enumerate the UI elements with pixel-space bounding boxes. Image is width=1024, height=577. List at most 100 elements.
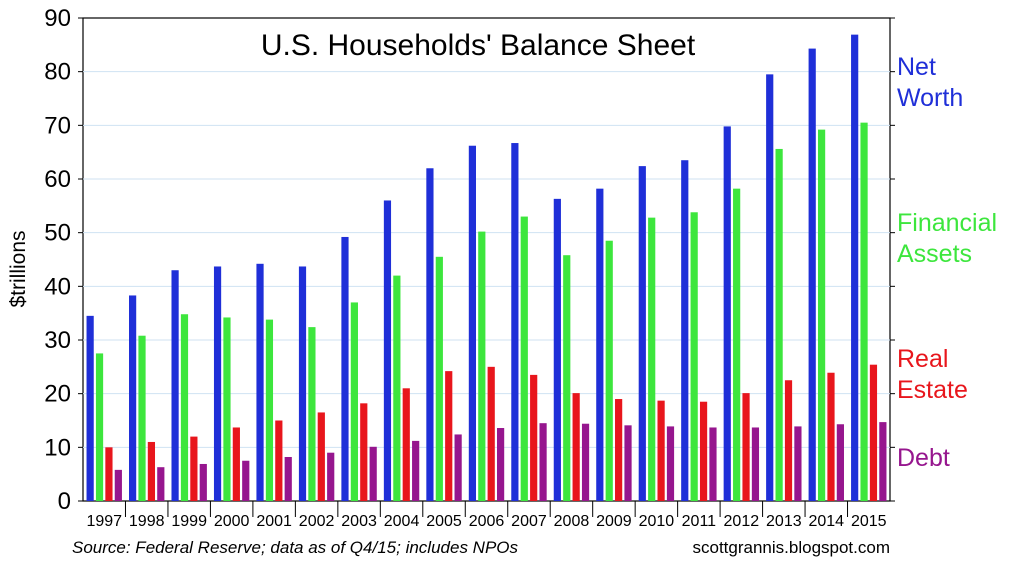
bar-real-estate xyxy=(402,388,410,501)
bar-financial-assets xyxy=(860,122,868,502)
bar-financial-assets xyxy=(95,353,104,501)
x-tick-label: 2011 xyxy=(682,513,717,530)
x-tick-label: 2002 xyxy=(299,513,335,530)
bar-real-estate xyxy=(275,420,283,501)
bar-financial-assets xyxy=(138,335,146,501)
y-tick-label: 50 xyxy=(44,220,71,247)
bar-net-worth xyxy=(511,143,519,501)
bar-debt xyxy=(581,423,590,501)
x-tick-label: 2006 xyxy=(469,513,505,530)
bar-financial-assets xyxy=(393,275,401,501)
bar-net-worth xyxy=(638,166,646,501)
bar-net-worth xyxy=(851,34,859,502)
bars xyxy=(86,34,887,502)
bar-net-worth xyxy=(596,188,604,501)
y-tick-label: 40 xyxy=(44,273,71,300)
legend-net-worth: Net Worth xyxy=(897,52,963,114)
legend-label-line: Real xyxy=(897,345,949,373)
bar-net-worth xyxy=(129,295,137,501)
bar-financial-assets xyxy=(690,212,698,502)
x-tick-label: 1999 xyxy=(171,513,207,530)
bar-debt xyxy=(624,425,632,501)
bar-debt xyxy=(879,422,887,501)
y-tick-label: 70 xyxy=(44,112,71,139)
bar-debt xyxy=(751,427,760,501)
bar-net-worth xyxy=(298,266,307,501)
bar-financial-assets xyxy=(648,217,656,501)
bar-debt xyxy=(199,463,207,501)
y-tick-label: 20 xyxy=(44,381,71,408)
legend-label-line: Net xyxy=(897,53,936,81)
x-tick-label: 2014 xyxy=(808,513,844,530)
bar-real-estate xyxy=(317,412,325,501)
bar-real-estate xyxy=(827,372,835,501)
x-tick-label: 2012 xyxy=(724,513,760,530)
bar-net-worth xyxy=(256,263,264,501)
bar-debt xyxy=(242,460,250,501)
bar-financial-assets xyxy=(733,188,741,501)
bar-debt xyxy=(497,428,505,501)
bar-net-worth xyxy=(426,168,434,501)
legend-debt: Debt xyxy=(897,443,950,474)
x-tick-label: 1997 xyxy=(86,513,122,530)
bar-financial-assets xyxy=(817,129,826,502)
bar-real-estate xyxy=(487,366,495,501)
bar-real-estate xyxy=(742,393,750,501)
bar-debt xyxy=(666,426,675,501)
bar-debt xyxy=(114,469,122,501)
bar-debt xyxy=(539,423,547,501)
bar-real-estate xyxy=(572,393,580,501)
x-tick-label: 2009 xyxy=(596,513,632,530)
x-tick-label: 1998 xyxy=(129,513,165,530)
bar-net-worth xyxy=(766,74,774,501)
bar-real-estate xyxy=(147,441,156,501)
bar-financial-assets xyxy=(308,327,316,501)
x-tick-label: 2001 xyxy=(256,513,292,530)
chart-title: U.S. Households' Balance Sheet xyxy=(261,29,696,62)
bar-financial-assets xyxy=(223,317,231,501)
x-tick-label: 2005 xyxy=(426,513,462,530)
legend-label-line: Debt xyxy=(897,444,950,472)
x-tick-label: 2003 xyxy=(341,513,377,530)
bar-real-estate xyxy=(657,400,665,501)
x-tick-label: 2008 xyxy=(554,513,590,530)
bar-real-estate xyxy=(784,380,793,501)
bar-financial-assets xyxy=(265,319,274,501)
bar-financial-assets xyxy=(520,216,528,502)
y-axis-label: $trillions xyxy=(7,230,30,308)
x-tick-label: 2004 xyxy=(384,513,420,530)
y-tick-label: 0 xyxy=(58,488,71,515)
x-tick-label: 2000 xyxy=(214,513,250,530)
bar-real-estate xyxy=(232,427,240,501)
bar-financial-assets xyxy=(478,231,486,502)
bar-real-estate xyxy=(190,436,198,501)
bar-debt xyxy=(157,467,165,501)
axis-ticks: 0 10 20 30 40 50 60 70 80 90 1997 1998 1999 2000 2001 2… xyxy=(44,5,895,530)
bar-real-estate xyxy=(615,399,623,501)
x-tick-label: 2013 xyxy=(766,513,802,530)
bar-debt xyxy=(369,446,377,501)
y-tick-label: 80 xyxy=(44,59,71,86)
legend-real-estate: Real Estate xyxy=(897,344,968,406)
x-tick-label: 2007 xyxy=(511,513,547,530)
bar-net-worth xyxy=(808,48,816,502)
bar-financial-assets xyxy=(180,314,189,501)
legend-label-line: Worth xyxy=(897,84,964,112)
bar-net-worth xyxy=(171,270,179,501)
bar-real-estate xyxy=(360,403,368,501)
bar-net-worth xyxy=(468,145,476,501)
bar-financial-assets xyxy=(775,148,783,502)
legend-label-line: Financial xyxy=(897,209,998,237)
bar-financial-assets xyxy=(563,255,571,501)
credit-text: scottgrannis.blogspot.com xyxy=(692,538,891,557)
legend-label-line: Estate xyxy=(897,376,968,404)
y-tick-label: 90 xyxy=(44,5,71,32)
bar-real-estate xyxy=(699,401,708,501)
bar-real-estate xyxy=(869,364,878,501)
legend-label-line: Assets xyxy=(897,240,973,268)
bar-debt xyxy=(412,440,420,501)
y-tick-label: 60 xyxy=(44,166,71,193)
bar-net-worth xyxy=(553,198,561,501)
